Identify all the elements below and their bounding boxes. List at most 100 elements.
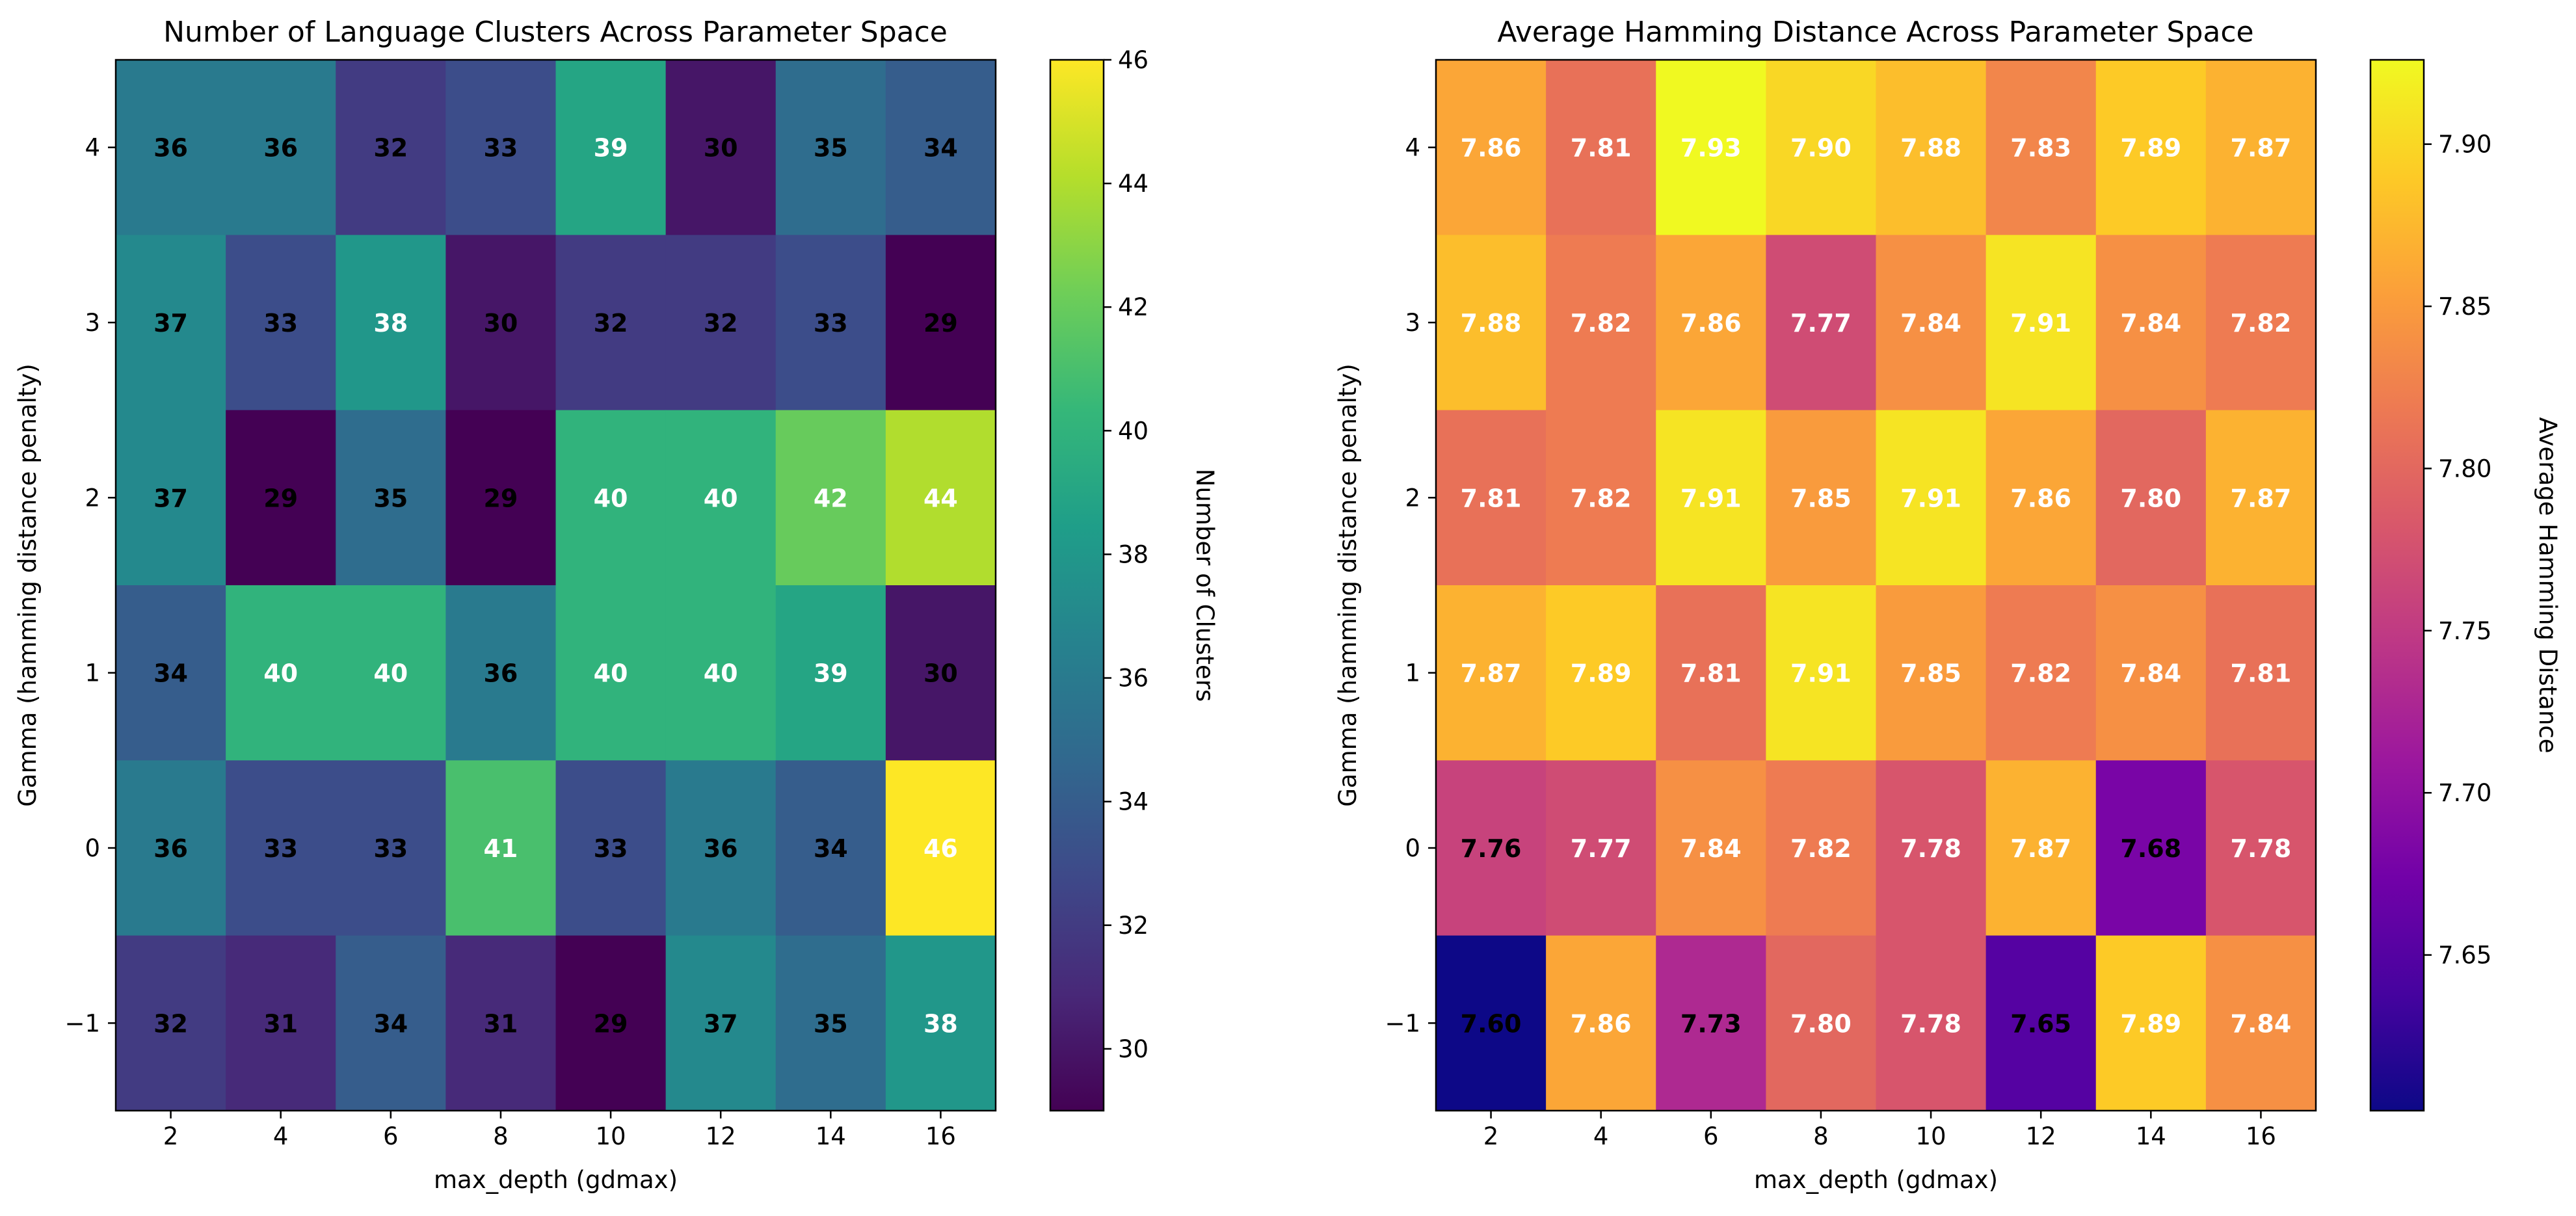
cell-value-label: 7.87	[2231, 484, 2292, 512]
heatmap-cell	[775, 410, 886, 586]
heatmap-cell	[226, 760, 336, 936]
heatmap-cell	[1656, 760, 1766, 936]
cell-value-label: 7.88	[1900, 134, 1961, 163]
plot-frame	[1435, 59, 2317, 1112]
heatmap-cell	[555, 410, 667, 586]
heatmap-cell	[775, 935, 886, 1111]
heatmap-cell	[445, 410, 557, 586]
cell-value-label: 42	[814, 484, 848, 512]
cell-value-label: 32	[594, 309, 628, 337]
heatmap-cell	[226, 235, 336, 411]
heatmap-cell	[885, 760, 996, 936]
x-tick-label: 14	[816, 1122, 846, 1150]
y-axis-label: Gamma (hamming distance penalty)	[1334, 363, 1362, 807]
cell-value-label: 7.85	[1900, 659, 1961, 688]
heatmap-cell	[555, 760, 667, 936]
y-tick-label: 3	[1405, 309, 1420, 337]
heatmap-cell	[1546, 760, 1656, 936]
colorbar-tick-label: 30	[1118, 1035, 1149, 1063]
colorbar-tick-label: 36	[1118, 665, 1149, 693]
cell-value-label: 39	[594, 134, 628, 163]
heatmap-cell	[1985, 410, 2097, 586]
cell-value-label: 37	[153, 309, 188, 337]
x-tick-label: 12	[706, 1122, 736, 1150]
plot-frame	[114, 59, 997, 1112]
cell-value-label: 7.78	[2231, 834, 2292, 863]
heatmap-cell	[445, 60, 557, 235]
cell-value-label: 35	[373, 484, 408, 512]
cell-value-label: 40	[263, 659, 298, 688]
cell-value-label: 7.80	[1790, 1009, 1852, 1038]
y-tick-label: 2	[85, 484, 100, 512]
cell-value-label: 7.86	[1571, 1009, 1632, 1038]
cell-value-label: 7.81	[1571, 134, 1632, 163]
heatmap-cell	[336, 235, 446, 411]
cell-value-label: 34	[923, 134, 958, 163]
cell-value-label: 7.93	[1680, 134, 1742, 163]
colorbar-tick-label: 46	[1118, 46, 1149, 74]
heatmap-cell	[1656, 60, 1766, 235]
cell-value-label: 7.82	[1571, 309, 1632, 337]
cell-value-label: 7.84	[1680, 834, 1742, 863]
colorbar-tick-label: 40	[1118, 417, 1149, 445]
colorbar-tick-label: 7.65	[2438, 942, 2491, 970]
heatmap-cell	[226, 585, 336, 761]
cell-value-label: 41	[483, 834, 518, 863]
heatmap-cell	[1876, 60, 1987, 235]
heatmap-cell	[775, 760, 886, 936]
heatmap-cell	[1546, 935, 1656, 1111]
x-tick-label: 10	[1916, 1122, 1946, 1150]
cell-value-label: 37	[153, 484, 188, 512]
cell-value-label: 32	[153, 1009, 188, 1038]
cell-value-label: 7.87	[2231, 134, 2292, 163]
cell-value-label: 34	[373, 1009, 408, 1038]
colorbar-tick-label: 38	[1118, 540, 1149, 568]
y-tick-label: −1	[64, 1009, 100, 1037]
heatmap-cell	[1766, 585, 1877, 761]
x-tick-label: 14	[2136, 1122, 2166, 1150]
heatmap-cell	[775, 235, 886, 411]
cell-value-label: 7.85	[1790, 484, 1852, 512]
cell-value-label: 7.89	[2120, 134, 2181, 163]
x-tick-label: 6	[383, 1122, 399, 1150]
heatmap-cell	[2095, 935, 2207, 1111]
cell-value-label: 33	[594, 834, 628, 863]
cell-value-label: 7.84	[2231, 1009, 2292, 1038]
cell-value-label: 7.81	[1680, 659, 1742, 688]
colorbar	[2369, 59, 2425, 1112]
cell-value-label: 40	[373, 659, 408, 688]
heatmap-cell	[885, 935, 996, 1111]
chart-title: Number of Language Clusters Across Param…	[163, 16, 948, 49]
heatmap-cell	[1766, 235, 1877, 411]
heatmap-cell	[1656, 935, 1766, 1111]
heatmap-cell	[445, 935, 557, 1111]
cell-value-label: 44	[923, 484, 958, 512]
heatmap-cell	[116, 585, 226, 761]
cell-value-label: 35	[814, 1009, 848, 1038]
cell-value-label: 7.91	[1680, 484, 1742, 512]
colorbar-tick-label: 42	[1118, 293, 1149, 321]
heatmap-cell	[1766, 60, 1877, 235]
heatmap-cell	[1985, 585, 2097, 761]
heatmap-cell	[665, 760, 777, 936]
heatmap-cell	[336, 935, 446, 1111]
heatmap-cell	[445, 235, 557, 411]
cell-value-label: 38	[923, 1009, 958, 1038]
heatmap-cell	[555, 235, 667, 411]
heatmap-cell	[665, 235, 777, 411]
cell-value-label: 34	[814, 834, 848, 863]
cell-value-label: 7.84	[2120, 309, 2181, 337]
cell-value-label: 40	[594, 659, 628, 688]
heatmap-cell	[1985, 935, 2097, 1111]
cell-value-label: 7.83	[2010, 134, 2071, 163]
colorbar-label: Average Hamming Distance	[2534, 417, 2562, 753]
x-tick-label: 16	[2246, 1122, 2276, 1150]
cell-value-label: 36	[263, 134, 298, 163]
heatmap-cell	[2095, 410, 2207, 586]
cell-value-label: 7.91	[2010, 309, 2071, 337]
x-tick-label: 8	[1813, 1122, 1829, 1150]
heatmap-cell	[1985, 235, 2097, 411]
x-tick-label: 2	[1483, 1122, 1499, 1150]
colorbar-tick-label: 7.80	[2438, 455, 2491, 482]
